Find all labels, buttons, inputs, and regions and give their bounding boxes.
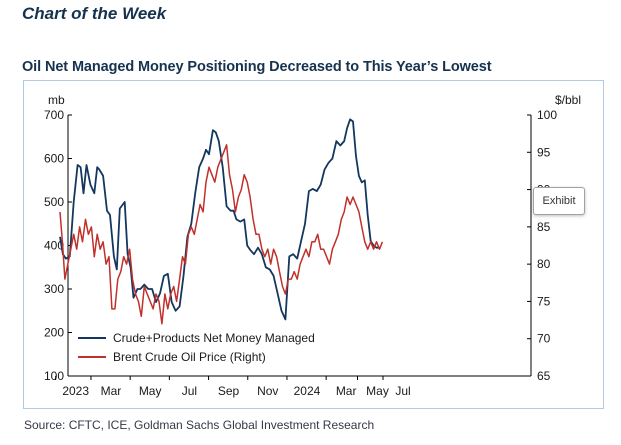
series-layer [59,118,384,325]
exhibit-button[interactable]: Exhibit [533,187,585,215]
legend-label-brent: Brent Crude Oil Price (Right) [113,350,266,364]
x-tick-label: Mar [101,384,122,398]
left-tick-label: 600 [44,152,64,166]
right-tick-label: 80 [537,257,551,271]
left-tick-label: 500 [44,195,64,209]
source-note: Source: CFTC, ICE, Goldman Sachs Global … [24,418,375,432]
x-tick-label: Sep [218,384,240,398]
series-line-net-money-managed [59,118,380,321]
right-tick-label: 85 [537,220,551,234]
x-tick-label: 2023 [62,384,89,398]
x-tick-label: 2024 [294,384,321,398]
left-tick-label: 400 [44,239,64,253]
legend-label-positioning: Crude+Products Net Money Managed [113,331,315,345]
series-line-brent-price [59,144,384,325]
legend: Crude+Products Net Money Managed Brent C… [78,331,315,364]
x-tick-label: Jul [182,384,197,398]
left-tick-label: 100 [44,369,64,383]
left-tick-label: 200 [44,326,64,340]
chart-title: Oil Net Managed Money Positioning Decrea… [22,59,492,75]
chart-frame [23,80,604,409]
chart-of-the-week-kicker: Chart of the Week [22,4,167,23]
x-tick-label: Jul [395,384,410,398]
right-tick-label: 70 [537,332,551,346]
right-tick-label: 95 [537,145,551,159]
right-tick-label: 100 [537,108,557,122]
x-tick-label: Nov [257,384,278,398]
x-tick-label: May [366,384,389,398]
left-tick-label: 300 [44,282,64,296]
x-tick-label: May [139,384,162,398]
right-axis-unit: $/bbl [555,93,581,107]
axes-layer: mb$/bbl100200300400500600700657075808590… [44,93,581,398]
x-tick-label: Mar [336,384,357,398]
left-tick-label: 700 [44,108,64,122]
right-tick-label: 65 [537,369,551,383]
right-tick-label: 75 [537,294,551,308]
left-axis-unit: mb [48,93,65,107]
